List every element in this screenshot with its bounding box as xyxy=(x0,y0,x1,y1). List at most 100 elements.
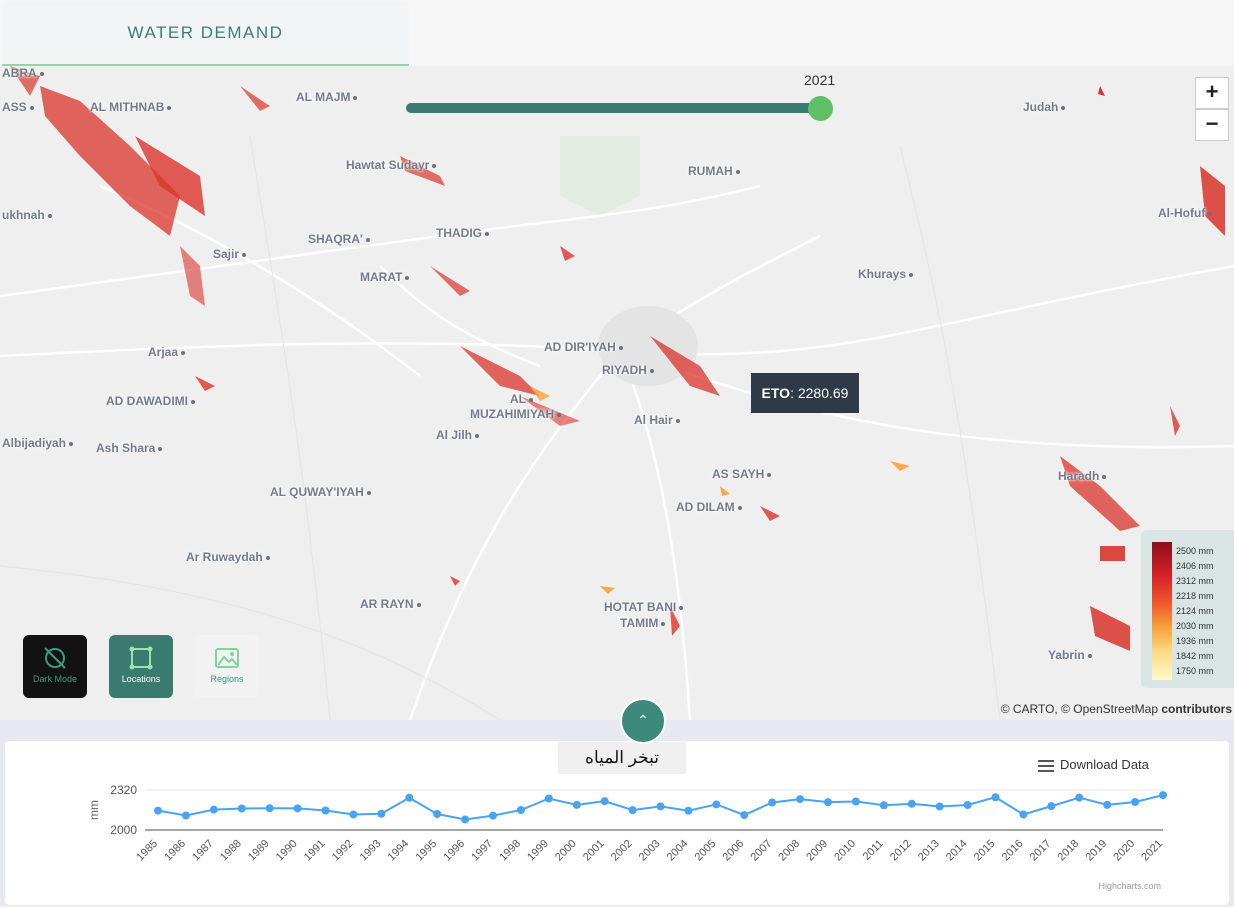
data-point xyxy=(181,811,190,820)
data-point xyxy=(768,798,777,807)
x-tick-label: 2011 xyxy=(861,838,886,863)
place-label: Albijadiyah xyxy=(2,436,74,450)
x-tick-label: 2018 xyxy=(1056,838,1082,864)
x-tick-label: 1991 xyxy=(302,838,328,864)
legend-label: 2218 mm xyxy=(1176,591,1214,601)
zoom-out-button[interactable]: − xyxy=(1195,109,1229,141)
chevron-up-icon: ⌃ xyxy=(637,712,649,728)
data-point xyxy=(628,806,637,815)
dark-mode-button[interactable]: Dark Mode xyxy=(23,635,87,698)
data-point xyxy=(824,798,832,807)
x-tick-label: 2016 xyxy=(1000,838,1026,864)
download-data-label: Download Data xyxy=(1060,757,1149,772)
eto-legend: 2500 mm 2406 mm 2312 mm 2218 mm 2124 mm 2030 … xyxy=(1141,530,1234,688)
place-label: Judah xyxy=(1023,100,1066,114)
place-label: Al Jilh xyxy=(436,428,480,442)
regions-button[interactable]: Regions xyxy=(195,635,259,698)
data-point xyxy=(349,810,358,819)
place-label: MARAT xyxy=(360,270,410,284)
tab-water-demand[interactable]: WATER DEMAND xyxy=(2,2,409,66)
data-point xyxy=(209,805,218,814)
legend-color-scale xyxy=(1152,542,1172,680)
x-tick-label: 1987 xyxy=(190,838,216,864)
place-label: Haradh xyxy=(1058,469,1107,483)
data-point xyxy=(907,799,916,808)
data-point xyxy=(461,815,470,824)
map-view[interactable]: ABRA ASS AL MITHNAB AL MAJM Judah Hawtat Suda… xyxy=(0,66,1234,720)
data-point xyxy=(544,794,553,803)
data-point xyxy=(963,801,972,809)
data-point xyxy=(405,793,414,802)
legend-label: 2312 mm xyxy=(1176,576,1214,586)
data-point xyxy=(1131,798,1140,806)
x-tick-label: 1992 xyxy=(330,838,356,864)
place-label: ASS xyxy=(2,100,34,114)
x-tick-label: 2010 xyxy=(832,838,858,864)
place-label: TAMIM xyxy=(620,616,666,630)
data-point xyxy=(935,802,944,811)
x-tick-label: 2019 xyxy=(1083,838,1109,864)
year-slider-track[interactable] xyxy=(406,103,820,113)
slider-year-label: 2021 xyxy=(804,72,836,88)
x-tick-label: 2003 xyxy=(637,838,663,864)
place-label: RUMAH xyxy=(688,164,740,178)
dark-mode-icon xyxy=(44,647,66,669)
place-label: AL MAJM xyxy=(296,90,358,104)
x-tick-label: 2004 xyxy=(665,838,691,864)
download-data-button[interactable]: Download Data xyxy=(1038,757,1149,772)
place-label: Al-Hofuf xyxy=(1158,206,1213,220)
legend-label: 2124 mm xyxy=(1176,606,1214,616)
x-tick-label: 2006 xyxy=(721,838,747,864)
x-tick-label: 1999 xyxy=(525,838,551,864)
data-point xyxy=(321,806,330,815)
x-tick-label: 2007 xyxy=(748,838,774,864)
x-tick-label: 2020 xyxy=(1111,838,1137,864)
x-tick-label: 1997 xyxy=(469,838,495,864)
data-point xyxy=(684,806,693,815)
x-tick-label: 2017 xyxy=(1028,838,1054,864)
x-tick-label: 1994 xyxy=(386,838,412,864)
legend-label: 2500 mm xyxy=(1176,546,1214,556)
data-point xyxy=(154,806,162,815)
place-label: AD DAWADIMI xyxy=(106,394,195,408)
x-tick-label: 2002 xyxy=(609,838,635,864)
data-point xyxy=(740,811,749,819)
x-tick-label: 2021 xyxy=(1139,838,1165,864)
locations-label: Locations xyxy=(121,674,161,684)
attribution-contributors-link[interactable]: contributors xyxy=(1161,702,1232,716)
y-tick-label: 2320 xyxy=(110,783,137,797)
data-point xyxy=(656,802,665,811)
y-tick-label: 2000 xyxy=(110,823,137,837)
place-label: Khurays xyxy=(858,267,914,281)
data-point xyxy=(265,804,274,813)
locations-icon xyxy=(129,646,153,670)
x-tick-label: 1989 xyxy=(246,838,272,864)
x-tick-label: 2013 xyxy=(916,838,942,864)
legend-label: 1750 mm xyxy=(1176,666,1214,676)
collapse-toggle-button[interactable]: ⌃ xyxy=(620,698,666,744)
data-point xyxy=(433,810,442,818)
map-attribution: © CARTO, © OpenStreetMap contributors xyxy=(1001,702,1232,716)
place-label: AL xyxy=(510,392,533,406)
zoom-in-button[interactable]: + xyxy=(1195,77,1229,109)
highcharts-credit: Highcharts.com xyxy=(1098,881,1161,891)
place-label: Al Hair xyxy=(634,413,680,427)
data-point xyxy=(712,800,721,809)
place-label: Sajir xyxy=(213,247,247,261)
data-point xyxy=(1019,810,1028,819)
tooltip-label: ETO xyxy=(761,385,791,401)
data-point xyxy=(237,804,246,813)
legend-label: 1936 mm xyxy=(1176,636,1214,646)
chart-title: تبخر المياه xyxy=(558,742,686,774)
menu-icon xyxy=(1038,759,1054,772)
year-slider-handle[interactable] xyxy=(808,96,833,121)
legend-label: 2030 mm xyxy=(1176,621,1214,631)
place-label: RIYADH xyxy=(602,363,654,377)
map-base xyxy=(0,66,1234,720)
eto-tooltip: ETO: 2280.69 xyxy=(751,373,859,413)
data-point xyxy=(1075,793,1084,802)
data-point xyxy=(851,797,860,806)
locations-button[interactable]: Locations xyxy=(109,635,173,698)
data-point xyxy=(1159,791,1167,800)
data-point xyxy=(572,800,581,809)
